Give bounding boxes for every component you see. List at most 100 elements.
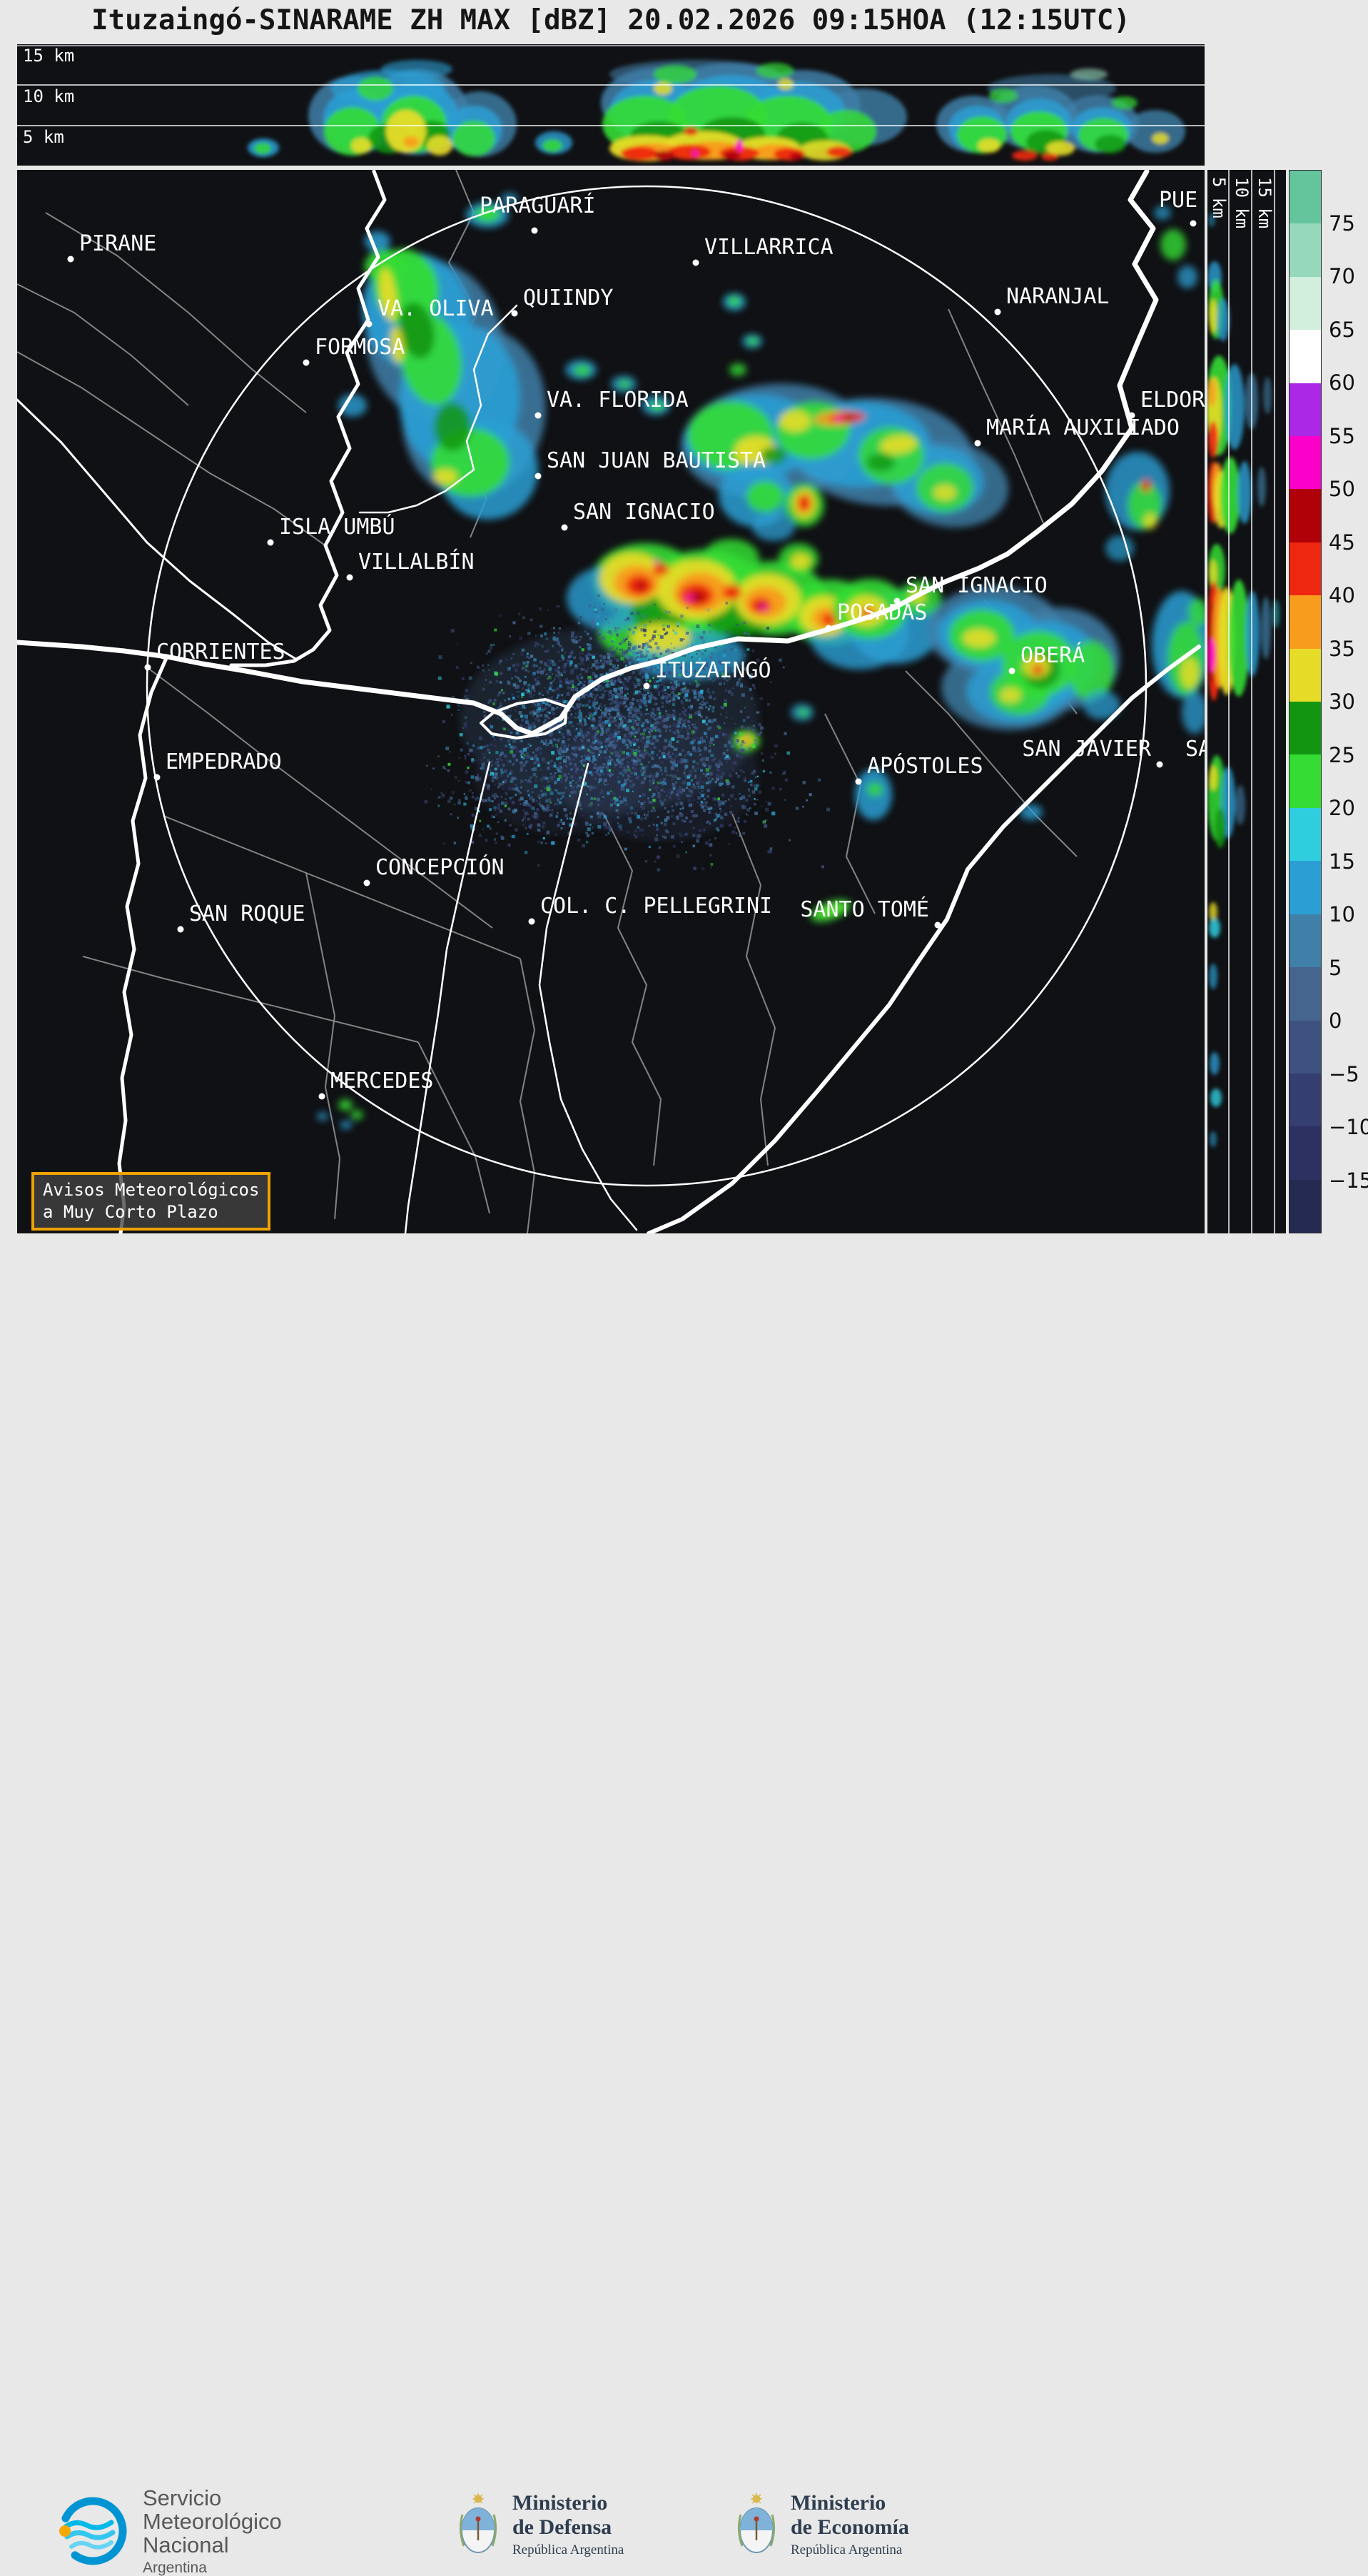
admin-boundary bbox=[17, 283, 189, 406]
radar-echo bbox=[650, 401, 664, 411]
admin-boundary bbox=[17, 351, 325, 545]
colorbar-band bbox=[1290, 489, 1321, 542]
radar-echo bbox=[1188, 598, 1205, 627]
radar-echo bbox=[1160, 229, 1186, 261]
river bbox=[647, 645, 1201, 1233]
colorbar-tick: −10 bbox=[1329, 1115, 1368, 1139]
radar-echo bbox=[1112, 96, 1138, 109]
altitude-label: 10 km bbox=[23, 86, 74, 106]
colorbar-band bbox=[1290, 1073, 1321, 1127]
radar-echo bbox=[365, 249, 405, 283]
radar-echo bbox=[542, 139, 562, 152]
city-label: CONCEPCIÓN bbox=[375, 854, 505, 880]
altitude-label: 5 km bbox=[23, 127, 64, 147]
colorbar-band bbox=[1290, 914, 1321, 968]
city-dot bbox=[365, 320, 373, 328]
radar-echo bbox=[1012, 151, 1038, 161]
admin-boundary bbox=[520, 958, 535, 1233]
radar-echo bbox=[1154, 206, 1171, 220]
altitude-label: 5 km bbox=[1209, 177, 1229, 218]
radar-echo bbox=[654, 560, 659, 564]
radar-echo bbox=[978, 138, 1000, 153]
defensa-coat-of-arms-icon bbox=[459, 2493, 497, 2554]
radar-echo bbox=[1041, 153, 1058, 161]
river bbox=[358, 304, 518, 514]
radar-echo bbox=[1177, 266, 1197, 288]
smn-name-line2: Meteorológico bbox=[143, 2508, 282, 2534]
city-label: VA. OLIVA bbox=[378, 296, 494, 321]
colorbar-tick: 15 bbox=[1329, 849, 1355, 874]
city-label: SAN IGNACIO bbox=[573, 500, 715, 525]
radar-echo bbox=[963, 629, 995, 647]
radar-echo bbox=[1272, 600, 1280, 628]
radar-echo bbox=[1046, 141, 1075, 156]
city-dot bbox=[994, 308, 1001, 315]
admin-boundary bbox=[149, 669, 493, 929]
radar-echo bbox=[433, 469, 457, 485]
radar-echo bbox=[866, 453, 895, 472]
city-dot bbox=[534, 473, 542, 480]
radar-echo bbox=[778, 79, 794, 90]
radar-echo bbox=[1209, 765, 1217, 791]
colorbar-band bbox=[1290, 807, 1321, 862]
city-dot bbox=[177, 926, 184, 933]
radar-echo bbox=[858, 427, 924, 484]
city-label: EMPEDRADO bbox=[166, 749, 282, 774]
radar-echo bbox=[779, 410, 811, 432]
radar-echo bbox=[1209, 918, 1220, 938]
radar-echo bbox=[736, 140, 743, 151]
radar-map-chart: PIRANE PARAGUARÍ VILLARRICA QUIINDY VA. OLIV… bbox=[17, 170, 1205, 1233]
colorbar-tick: 60 bbox=[1329, 370, 1355, 395]
colorbar-band bbox=[1290, 383, 1321, 437]
admin-boundary bbox=[305, 872, 340, 1220]
city-label: APÓSTOLES bbox=[867, 752, 983, 779]
radar-echo bbox=[1182, 691, 1205, 734]
city-dot bbox=[531, 227, 538, 234]
radar-echo bbox=[836, 416, 843, 422]
cross-section-right-panel: 5 km 10 km 15 km bbox=[1207, 170, 1286, 1233]
colorbar-tick: 0 bbox=[1329, 1009, 1342, 1033]
radar-echo bbox=[989, 89, 1018, 103]
river bbox=[538, 762, 638, 1231]
city-label: SANTO TOMÉ bbox=[800, 896, 929, 922]
city-dot bbox=[825, 625, 832, 632]
colorbar-tick: 20 bbox=[1329, 796, 1355, 820]
radar-echo bbox=[317, 1112, 328, 1121]
radar-echo bbox=[729, 363, 746, 376]
colorbar-band bbox=[1290, 967, 1321, 1021]
city-label: CORRIENTES bbox=[156, 640, 285, 665]
radar-echo bbox=[798, 708, 809, 717]
city-label: POSADAS bbox=[837, 600, 927, 625]
city-dot bbox=[1128, 412, 1135, 419]
radar-echo bbox=[574, 365, 591, 376]
radar-echo bbox=[821, 613, 837, 626]
city-label: SA bbox=[1185, 737, 1205, 762]
radar-echo bbox=[880, 435, 917, 455]
river bbox=[117, 655, 169, 1233]
radar-map-panel: PIRANE PARAGUARÍ VILLARRICA QUIINDY VA. OLIV… bbox=[17, 170, 1205, 1233]
radar-echo bbox=[379, 268, 397, 322]
warning-notice-line2: a Muy Corto Plazo bbox=[43, 1202, 218, 1223]
radar-echo bbox=[692, 150, 698, 157]
radar-echo bbox=[1208, 421, 1218, 458]
economia-name-line2: de Economía bbox=[791, 2515, 909, 2539]
radar-echo bbox=[761, 605, 766, 610]
city-label: ITUZAINGÓ bbox=[655, 657, 771, 683]
city-label: FORMOSA bbox=[315, 335, 405, 360]
radar-echo bbox=[1263, 377, 1272, 414]
radar-echo bbox=[340, 1121, 352, 1129]
city-label: ELDOR bbox=[1140, 388, 1205, 413]
colorbar-tick: 50 bbox=[1329, 477, 1355, 501]
radar-echo bbox=[1083, 691, 1120, 719]
city-dot bbox=[692, 259, 699, 266]
economia-subtitle: República Argentina bbox=[791, 2542, 903, 2558]
colorbar-band bbox=[1290, 436, 1321, 490]
river bbox=[229, 170, 387, 667]
colorbar-band bbox=[1290, 595, 1321, 649]
radar-echo bbox=[1209, 964, 1217, 989]
defensa-logo-block: Ministerio de Defensa República Argentin… bbox=[457, 2491, 624, 2558]
radar-echo bbox=[1215, 808, 1226, 848]
radar-echo bbox=[1208, 638, 1215, 672]
radar-echo bbox=[988, 74, 1116, 103]
colorbar-band bbox=[1290, 648, 1321, 702]
